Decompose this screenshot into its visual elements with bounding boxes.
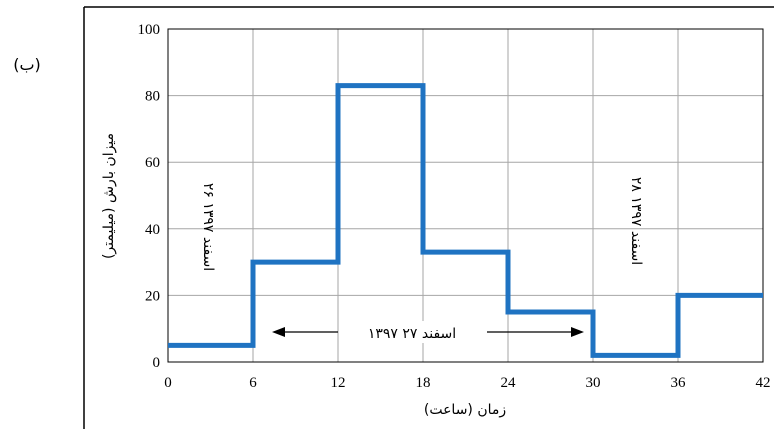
y-tick-label: 0 (153, 355, 161, 371)
series-group (168, 83, 763, 358)
y-tick-label: 100 (138, 22, 161, 38)
x-tick-label: 0 (164, 375, 172, 391)
arrow-head-left (272, 327, 285, 337)
x-axis-title: زمان (ساعت) (424, 402, 506, 418)
x-tick-label: 24 (501, 375, 517, 391)
x-tick-label: 36 (671, 375, 687, 391)
panel-label: (ب) (13, 55, 41, 74)
x-tick-label: 6 (249, 375, 257, 391)
arrow-head-right (571, 327, 584, 337)
y-tick-label: 80 (145, 89, 160, 105)
y-tick-label: 40 (145, 222, 160, 238)
middle-date-backdrop (340, 321, 485, 343)
right-date-annotation: ۲۸ اسفند ۱۳۹۷ (628, 177, 644, 265)
y-axis-tick-labels: 0 20 40 60 80 100 (138, 22, 161, 371)
date-range-arrow (272, 327, 584, 337)
x-tick-label: 12 (331, 375, 346, 391)
y-axis-title: میزان بارش (میلیمتر) (101, 133, 117, 259)
y-tick-label: 60 (145, 155, 160, 171)
left-date-annotation: ۲۶ اسفند ۱۳۹۷ (200, 183, 216, 271)
x-tick-label: 42 (756, 375, 771, 391)
x-tick-label: 30 (586, 375, 601, 391)
x-tick-label: 18 (416, 375, 431, 391)
plot-area-border (167, 28, 764, 363)
y-tick-label: 20 (145, 288, 160, 304)
middle-date-annotation: اسفند ۲۷ ۱۳۹۷ (368, 326, 456, 342)
x-axis-tick-labels: 0 6 12 18 24 30 36 42 (164, 375, 770, 391)
grid-lines (167, 28, 764, 363)
precipitation-series-line (168, 83, 763, 358)
